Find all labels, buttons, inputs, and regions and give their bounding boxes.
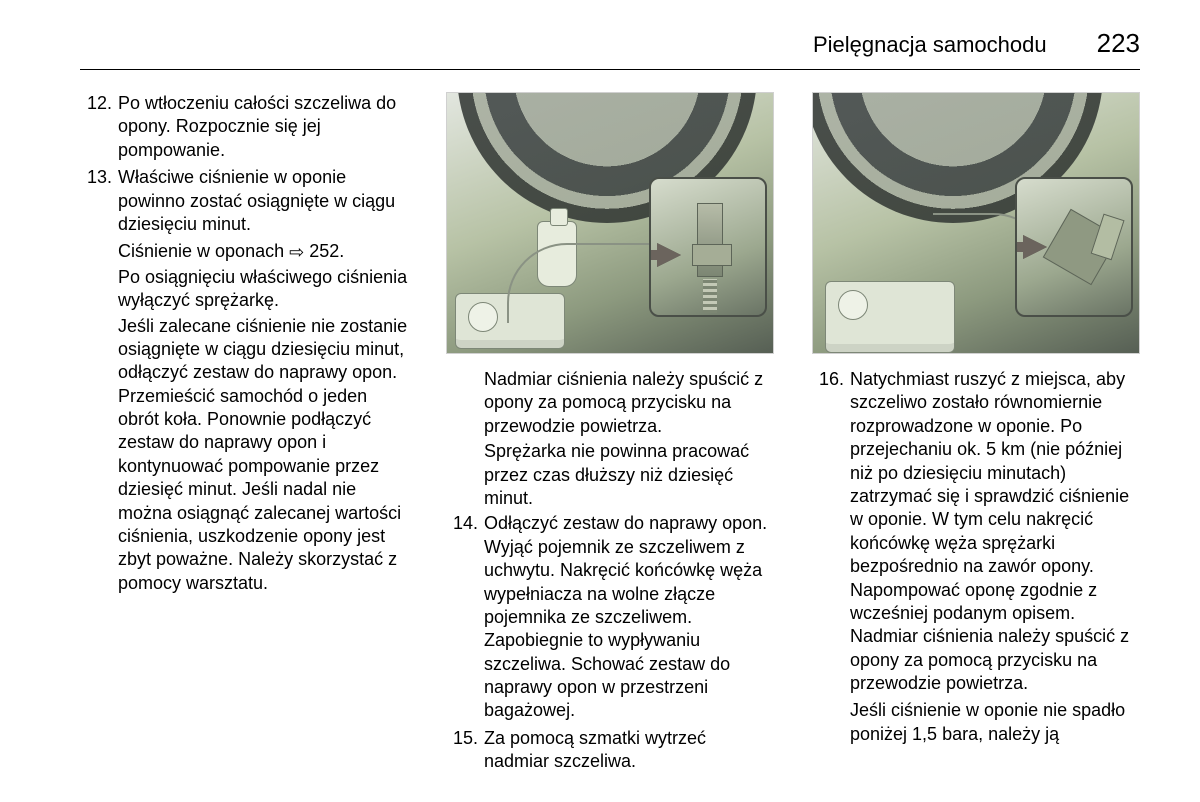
step-text: Po osiągnięciu właściwego ciśnienia wyłą… xyxy=(118,266,408,313)
connector-graphic xyxy=(1043,209,1119,285)
step-12: 12. Po wtłoczeniu całości szczeliwa do o… xyxy=(80,92,408,164)
crossref-post: . xyxy=(339,241,344,261)
section-title: Pielęgnacja samochodu xyxy=(813,32,1047,58)
step-body: Po wtłoczeniu całości szczeliwa do opony… xyxy=(118,92,408,164)
inset-detail xyxy=(649,177,767,317)
step-text: Jeśli zalecane ciśnienie nie zostanie os… xyxy=(118,315,408,596)
step-14: 14. Odłączyć zestaw do naprawy opon. Wyj… xyxy=(446,512,774,725)
step-body: Natychmiast ruszyć z miejsca, aby szczel… xyxy=(850,368,1140,697)
page-number: 223 xyxy=(1097,28,1140,59)
step-text: Natychmiast ruszyć z miejsca, aby szczel… xyxy=(850,368,1140,695)
manual-page: Pielęgnacja samochodu 223 12. Po wtłocze… xyxy=(0,0,1200,802)
step-number: 16. xyxy=(812,368,850,697)
step-body: Właściwe ciśnienie w oponie powinno zost… xyxy=(118,166,408,238)
crossref-pre: Ciśnienie w oponach xyxy=(118,241,289,261)
crossref-arrow-icon: ⇨ xyxy=(289,241,304,264)
step-number: 14. xyxy=(446,512,484,725)
step-text: Po wtłoczeniu całości szczeliwa do opony… xyxy=(118,92,408,162)
inset-detail xyxy=(1015,177,1133,317)
crossref-page: 252 xyxy=(309,240,339,263)
step-text: Właściwe ciśnienie w oponie powinno zost… xyxy=(118,166,408,236)
step-13: 13. Właściwe ciśnienie w oponie powinno … xyxy=(80,166,408,238)
step-15: 15. Za pomocą szmatki wytrzeć nadmiar sz… xyxy=(446,727,774,776)
intro-text: Nadmiar ciśnienia należy spuścić z opony… xyxy=(484,368,774,438)
arrow-icon xyxy=(1023,235,1047,259)
step-number: 13. xyxy=(80,166,118,238)
column-3: 16. Natychmiast ruszyć z miejsca, aby sz… xyxy=(812,92,1140,778)
step-text: Odłączyć zestaw do naprawy opon. Wyjąć p… xyxy=(484,512,774,723)
step-16: 16. Natychmiast ruszyć z miejsca, aby sz… xyxy=(812,368,1140,697)
page-header: Pielęgnacja samochodu 223 xyxy=(80,28,1140,70)
step-13-continuation: Ciśnienie w oponach ⇨ 252. Po osiągnięci… xyxy=(80,240,408,595)
compressor-knob-graphic xyxy=(838,290,868,320)
crossref-line: Ciśnienie w oponach ⇨ 252. xyxy=(118,240,408,263)
spring-graphic xyxy=(703,279,717,313)
step-text: Za pomocą szmatki wytrzeć nadmiar szczel… xyxy=(484,727,774,774)
arrow-icon xyxy=(657,243,681,267)
hose-graphic xyxy=(507,243,657,323)
step-body: Za pomocą szmatki wytrzeć nadmiar szczel… xyxy=(484,727,774,776)
illustration-compressor-connect xyxy=(812,92,1140,354)
step-number: 15. xyxy=(446,727,484,776)
compressor-knob-graphic xyxy=(468,302,498,332)
step-body: Odłączyć zestaw do naprawy opon. Wyjąć p… xyxy=(484,512,774,725)
illustration-compressor-valve xyxy=(446,92,774,354)
content-columns: 12. Po wtłoczeniu całości szczeliwa do o… xyxy=(80,92,1140,778)
col2-intro: Nadmiar ciśnienia należy spuścić z opony… xyxy=(446,368,774,510)
intro-text: Sprężarka nie powinna pracować przez cza… xyxy=(484,440,774,510)
step-16-continuation: Jeśli ciśnienie w oponie nie spadło poni… xyxy=(812,699,1140,746)
column-1: 12. Po wtłoczeniu całości szczeliwa do o… xyxy=(80,92,408,778)
column-2: Nadmiar ciśnienia należy spuścić z opony… xyxy=(446,92,774,778)
step-number: 12. xyxy=(80,92,118,164)
valve-graphic xyxy=(697,203,723,277)
step-text: Jeśli ciśnienie w oponie nie spadło poni… xyxy=(850,699,1140,746)
